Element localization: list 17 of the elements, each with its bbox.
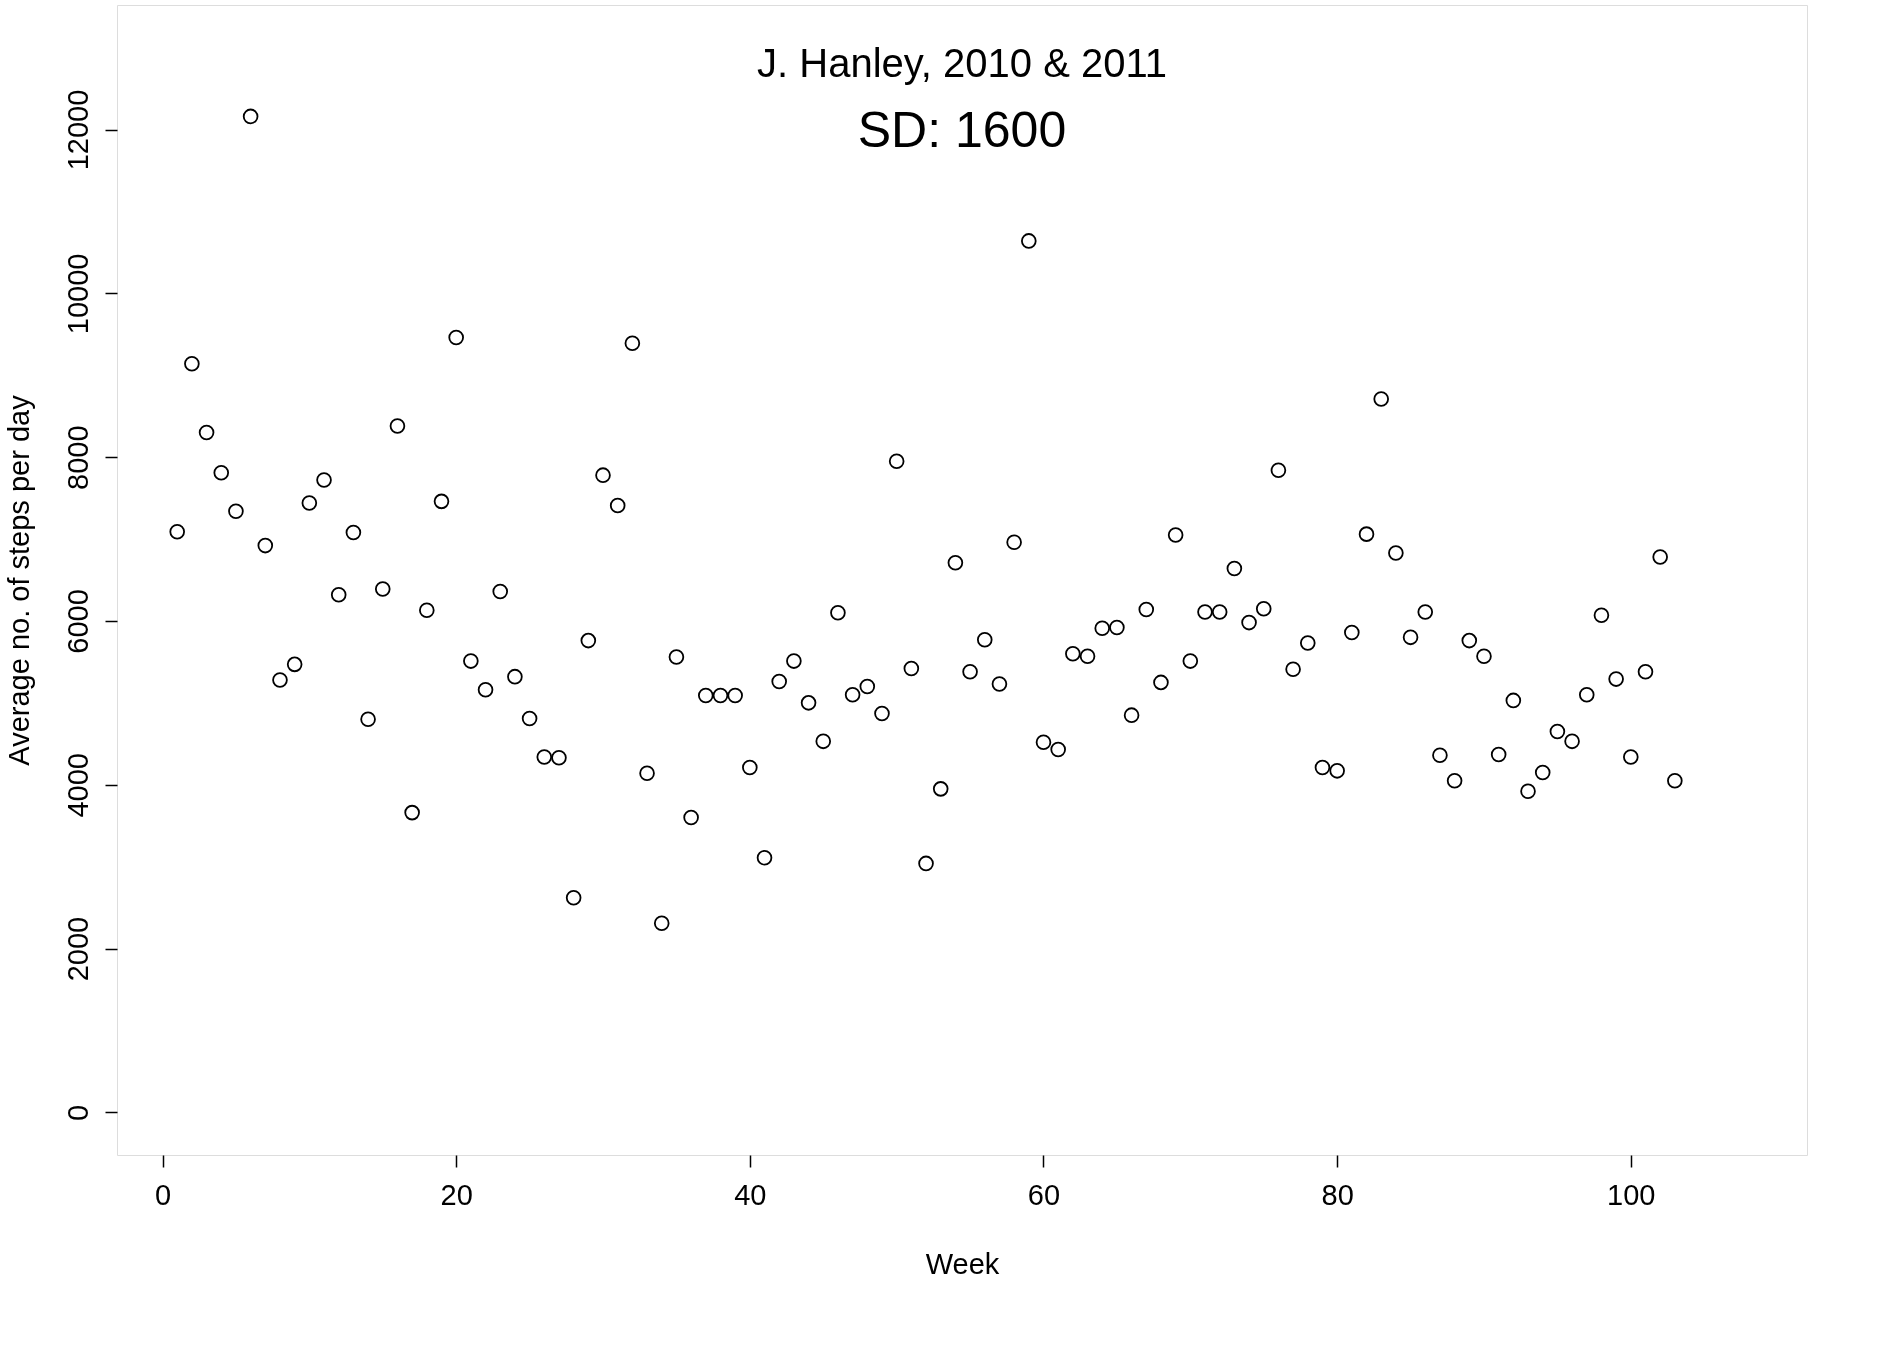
text: J. Hanley, 2010 & 2011 [757, 41, 1167, 85]
text: SD: 1600 [857, 102, 1067, 158]
y-tick-label: 6000 [61, 589, 94, 654]
y-tick-label: 8000 [61, 425, 94, 490]
x-tick-label: 100 [1607, 1178, 1656, 1211]
y-axis-title: Average no. of steps per day [2, 394, 35, 766]
y-tick-label: 0 [61, 1104, 94, 1121]
x-tick-label: 20 [440, 1178, 473, 1211]
y-tick-label: 10000 [61, 253, 94, 335]
x-tick-label: 60 [1027, 1178, 1061, 1211]
y-tick-label: 2000 [61, 916, 94, 982]
x-tick-label: 0 [154, 1178, 172, 1211]
y-tick-label: 12000 [61, 89, 94, 171]
x-axis-title: Week [925, 1247, 1000, 1280]
y-tick-label: 4000 [61, 753, 94, 818]
x-tick-label: 80 [1321, 1178, 1354, 1211]
x-tick-label: 40 [734, 1178, 767, 1211]
